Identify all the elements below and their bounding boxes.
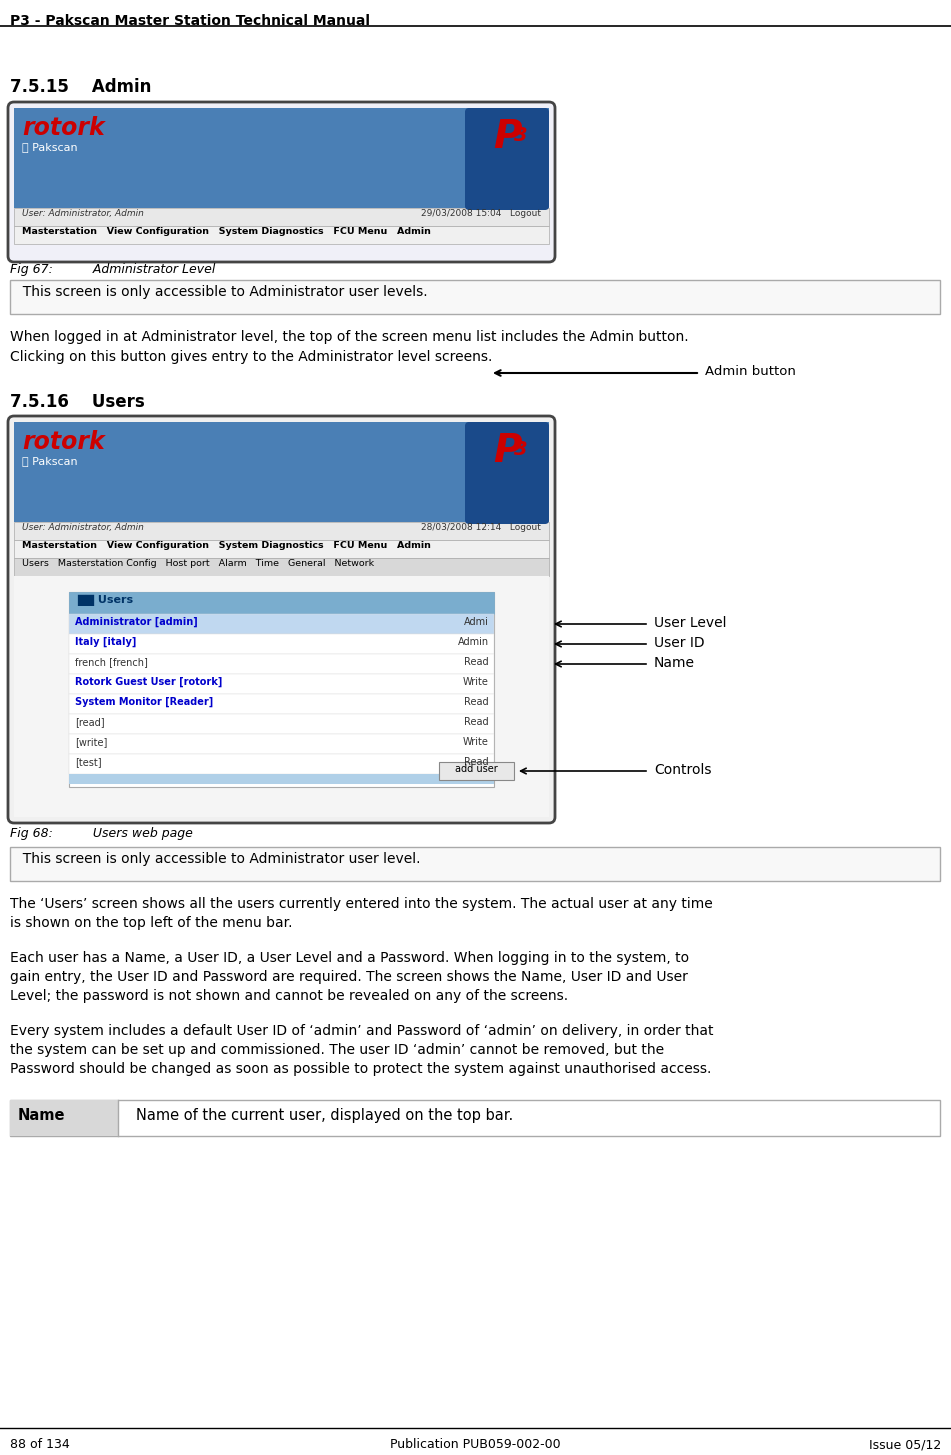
Bar <box>69 653 494 674</box>
Text: [test]: [test] <box>75 757 102 767</box>
Text: Read: Read <box>464 697 489 707</box>
Text: Name of the current user, displayed on the top bar.: Name of the current user, displayed on t… <box>136 1109 514 1123</box>
Text: Level; the password is not shown and cannot be revealed on any of the screens.: Level; the password is not shown and can… <box>10 989 568 1002</box>
Text: User: Administrator, Admin: User: Administrator, Admin <box>22 522 144 533</box>
Text: Users   Masterstation Config   Host port   Alarm   Time   General   Network: Users Masterstation Config Host port Ala… <box>22 559 374 567</box>
Text: When logged in at Administrator level, the top of the screen menu list includes : When logged in at Administrator level, t… <box>10 330 689 343</box>
Bar <box>10 279 940 314</box>
Bar <box>69 634 494 653</box>
Bar <box>69 674 494 694</box>
Text: Italy [italy]: Italy [italy] <box>75 637 136 647</box>
Text: Ⓟ Pakscan: Ⓟ Pakscan <box>22 143 78 151</box>
Text: System Monitor [Reader]: System Monitor [Reader] <box>75 697 213 707</box>
Bar <box>14 522 549 540</box>
Text: Every system includes a default User ID of ‘admin’ and Password of ‘admin’ on de: Every system includes a default User ID … <box>10 1024 713 1037</box>
Text: Fig 68:          Users web page: Fig 68: Users web page <box>10 826 193 840</box>
Text: french [french]: french [french] <box>75 658 147 666</box>
Text: Rotork Guest User [rotork]: Rotork Guest User [rotork] <box>75 677 223 687</box>
Bar <box>14 540 549 559</box>
Bar <box>439 762 514 780</box>
Text: rotork: rotork <box>22 116 105 140</box>
Text: The ‘Users’ screen shows all the users currently entered into the system. The ac: The ‘Users’ screen shows all the users c… <box>10 896 712 911</box>
Text: User ID: User ID <box>654 636 705 650</box>
Text: Controls: Controls <box>654 762 711 777</box>
Text: Write: Write <box>463 677 489 687</box>
Text: 88 of 134: 88 of 134 <box>10 1438 69 1451</box>
FancyBboxPatch shape <box>465 108 549 210</box>
Bar <box>10 1100 118 1136</box>
Text: Name: Name <box>18 1109 66 1123</box>
Text: Admi: Admi <box>464 617 489 627</box>
Bar <box>10 1100 940 1136</box>
Text: [write]: [write] <box>75 738 107 746</box>
Text: [read]: [read] <box>75 717 105 728</box>
Bar <box>69 592 494 787</box>
Text: Administrator [admin]: Administrator [admin] <box>75 617 198 627</box>
Bar <box>10 847 940 880</box>
Text: Fig 67:          Administrator Level: Fig 67: Administrator Level <box>10 263 215 276</box>
Text: Read: Read <box>464 757 489 767</box>
Text: add user: add user <box>455 764 497 774</box>
Bar <box>14 208 549 226</box>
Text: P: P <box>493 118 521 156</box>
Text: Read: Read <box>464 717 489 728</box>
Text: 7.5.16    Users: 7.5.16 Users <box>10 393 145 410</box>
Text: Password should be changed as soon as possible to protect the system against una: Password should be changed as soon as po… <box>10 1062 711 1077</box>
Text: This screen is only accessible to Administrator user levels.: This screen is only accessible to Admini… <box>14 285 428 298</box>
Text: 7.5.15    Admin: 7.5.15 Admin <box>10 79 151 96</box>
Bar <box>69 592 494 614</box>
Bar <box>14 108 549 208</box>
Text: Masterstation   View Configuration   System Diagnostics   FCU Menu   Admin: Masterstation View Configuration System … <box>22 227 431 236</box>
Text: rotork: rotork <box>22 431 105 454</box>
Bar <box>69 694 494 714</box>
Bar <box>69 774 494 784</box>
Bar <box>14 422 549 522</box>
FancyBboxPatch shape <box>8 102 555 262</box>
Text: 3: 3 <box>514 127 528 146</box>
Text: User Level: User Level <box>654 615 727 630</box>
Bar <box>69 754 494 774</box>
Bar <box>14 576 549 818</box>
Text: 29/03/2008 15:04   Logout: 29/03/2008 15:04 Logout <box>421 210 541 218</box>
Bar <box>69 714 494 733</box>
Text: Each user has a Name, a User ID, a User Level and a Password. When logging in to: Each user has a Name, a User ID, a User … <box>10 952 689 965</box>
Bar <box>14 559 549 576</box>
Text: Read: Read <box>464 658 489 666</box>
FancyBboxPatch shape <box>465 422 549 524</box>
Text: Clicking on this button gives entry to the Administrator level screens.: Clicking on this button gives entry to t… <box>10 351 493 364</box>
Text: ██ Users: ██ Users <box>77 595 133 607</box>
Text: Publication PUB059-002-00: Publication PUB059-002-00 <box>390 1438 560 1451</box>
Text: P: P <box>493 432 521 470</box>
Text: gain entry, the User ID and Password are required. The screen shows the Name, Us: gain entry, the User ID and Password are… <box>10 970 688 984</box>
Text: the system can be set up and commissioned. The user ID ‘admin’ cannot be removed: the system can be set up and commissione… <box>10 1043 664 1056</box>
Bar <box>69 614 494 634</box>
Text: P3 - Pakscan Master Station Technical Manual: P3 - Pakscan Master Station Technical Ma… <box>10 15 370 28</box>
Text: is shown on the top left of the menu bar.: is shown on the top left of the menu bar… <box>10 917 293 930</box>
Text: Ⓟ Pakscan: Ⓟ Pakscan <box>22 455 78 466</box>
Text: Masterstation   View Configuration   System Diagnostics   FCU Menu   Admin: Masterstation View Configuration System … <box>22 541 431 550</box>
Bar <box>69 733 494 754</box>
Text: Issue 05/12: Issue 05/12 <box>869 1438 941 1451</box>
Text: Admin: Admin <box>457 637 489 647</box>
Text: 28/03/2008 12:14   Logout: 28/03/2008 12:14 Logout <box>421 522 541 533</box>
Text: Name: Name <box>654 656 695 669</box>
Text: Admin button: Admin button <box>705 365 796 378</box>
Text: Write: Write <box>463 738 489 746</box>
Bar <box>14 226 549 244</box>
FancyBboxPatch shape <box>8 416 555 824</box>
Text: This screen is only accessible to Administrator user level.: This screen is only accessible to Admini… <box>14 853 420 866</box>
Text: 3: 3 <box>514 439 528 458</box>
Text: User: Administrator, Admin: User: Administrator, Admin <box>22 210 144 218</box>
